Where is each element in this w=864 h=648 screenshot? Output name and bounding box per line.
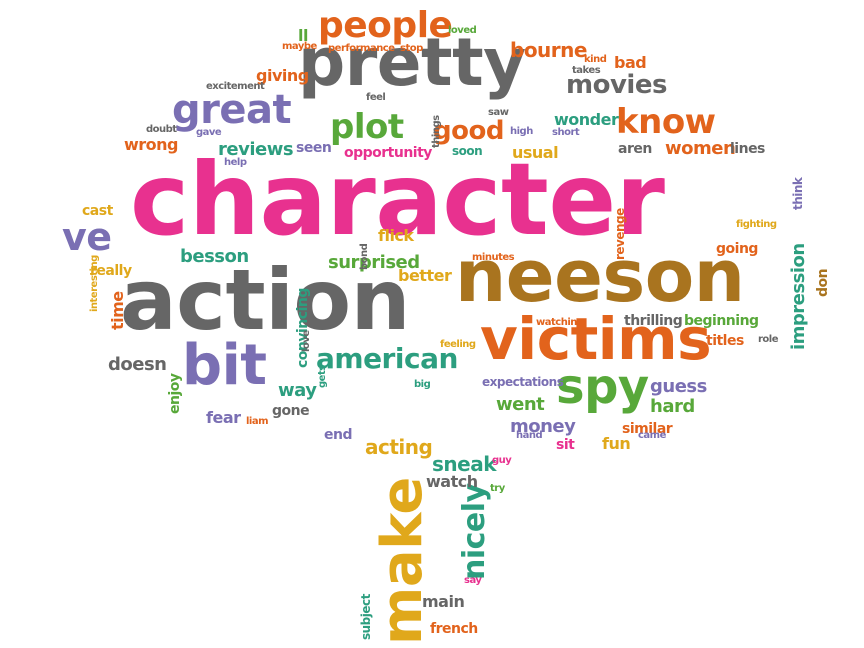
cloud-word-feel: feel [366,92,386,103]
cloud-word-nicely: nicely [457,483,492,580]
cloud-word-loved: loved [448,25,477,36]
cloud-word-seen: seen [296,140,332,156]
cloud-word-giving: giving [256,66,309,85]
cloud-word-surprised: surprised [328,252,420,273]
cloud-word-aren: aren [618,141,652,157]
cloud-word-action: action [120,251,410,349]
cloud-word-bourne: bourne [510,38,587,62]
cloud-word-don: don [815,268,831,297]
cloud-word-help: help [224,157,247,168]
cloud-word-end: end [324,427,352,443]
cloud-word-soon: soon [452,144,483,158]
cloud-word-say: say [464,575,482,586]
cloud-word-guy: guy [492,455,512,466]
cloud-word-liam: liam [246,416,269,427]
cloud-word-character: character [130,141,665,258]
cloud-word-titles: titles [706,333,744,349]
cloud-word-bit: bit [182,333,267,398]
cloud-word-better: better [398,266,452,285]
cloud-word-big: big [414,379,431,390]
cloud-word-similar: similar [622,421,673,437]
cloud-word-sneak: sneak [432,452,497,476]
cloud-word-came: came [638,430,666,441]
cloud-word-stop: stop [400,43,423,54]
cloud-word-doubt: doubt [146,124,177,135]
cloud-word-movies: movies [566,70,667,100]
cloud-word-beginning: beginning [684,313,759,329]
cloud-word-french: french [430,621,478,637]
cloud-word-sit: sit [556,437,575,453]
cloud-word-watch: watch [426,472,478,491]
cloud-word-cast: cast [82,203,113,219]
cloud-word-great: great [172,87,292,133]
cloud-word-saw: saw [488,107,509,118]
cloud-word-enjoy: enjoy [167,373,183,414]
cloud-word-opportunity: opportunity [344,145,432,161]
cloud-word-short: short [552,127,580,138]
cloud-word-main: main [422,592,465,611]
cloud-word-gets: gets [317,365,328,388]
cloud-word-bad: bad [614,53,647,72]
cloud-word-people: people [318,5,453,46]
cloud-word-thrilling: thrilling [624,313,683,329]
cloud-word-way: way [278,380,317,401]
cloud-word-american: american [316,342,458,375]
cloud-word-wrong: wrong [124,135,179,154]
cloud-word-convincing: convincing [295,288,311,368]
cloud-word-love: love [301,330,312,352]
cloud-word-fighting: fighting [736,219,777,230]
cloud-word-think: think [791,177,805,210]
cloud-word-reviews: reviews [218,139,294,160]
cloud-word-good: good [433,116,504,146]
cloud-word-gave: gave [196,127,222,138]
cloud-word-money: money [510,416,576,437]
cloud-word-acting: acting [365,435,433,459]
cloud-word-role: role [758,334,779,345]
cloud-word-bond: bond [359,243,370,270]
cloud-word-takes: takes [572,65,601,76]
cloud-word-ve: ve [62,215,112,259]
cloud-word-maybe: maybe [282,41,317,52]
cloud-word-know: know [616,102,716,142]
cloud-word-lines: lines [730,141,765,157]
cloud-word-excitement: excitement [206,81,265,92]
cloud-word-try: try [490,483,505,494]
cloud-word-interesting: interesting [89,255,100,312]
cloud-word-besson: besson [180,246,249,267]
cloud-word-subject: subject [359,594,373,640]
cloud-word-make: make [370,477,435,645]
cloud-word-time: time [108,291,127,330]
cloud-word-fun: fun [602,434,631,453]
cloud-word-went: went [496,394,545,415]
cloud-word-wonder: wonder [554,110,619,129]
cloud-word-plot: plot [330,107,404,147]
cloud-word-usual: usual [512,143,559,162]
cloud-word-performance: performance [328,43,395,54]
cloud-word-guess: guess [650,376,707,397]
cloud-word-gone: gone [272,403,310,419]
cloud-word-minutes: minutes [472,252,515,263]
cloud-word-pretty: pretty [298,24,526,101]
cloud-word-really: really [90,263,132,279]
cloud-word-ll: ll [298,26,308,45]
cloud-word-flick: flick [378,226,414,245]
cloud-word-spy: spy [556,359,649,415]
cloud-word-impression: impression [788,243,809,350]
cloud-word-women: women [665,138,736,159]
cloud-word-hard: hard [650,396,695,417]
cloud-word-feeling: feeling [440,339,476,350]
cloud-word-revenge: revenge [613,208,627,260]
cloud-word-going: going [716,241,758,257]
cloud-word-fear: fear [206,408,241,427]
cloud-word-things: things [431,115,442,148]
cloud-word-doesn: doesn [108,354,167,375]
cloud-word-kind: kind [584,54,607,65]
cloud-word-hand: hand [516,430,543,441]
cloud-word-victims: victims [480,305,712,373]
cloud-word-neeson: neeson [455,234,745,318]
cloud-word-high: high [510,126,533,137]
cloud-word-expectations: expectations [482,375,564,389]
cloud-word-watching: watching [536,317,584,328]
